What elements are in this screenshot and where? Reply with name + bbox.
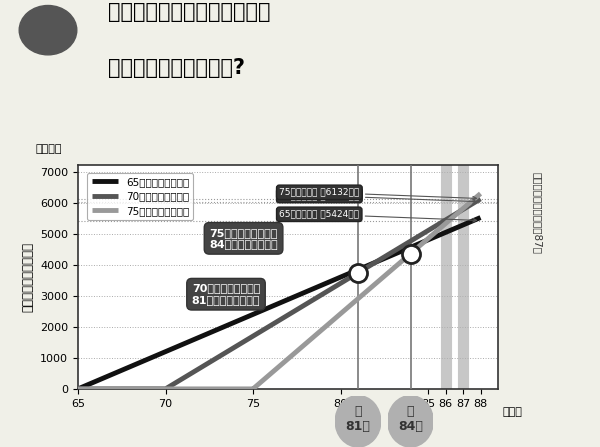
75才から受給した人 [74,386,82,392]
Line: 70才から受給した人: 70才から受給した人 [78,199,481,389]
70才から受給した人 [391,248,398,253]
Text: 75才受給開始の人は
84才以上生きたら得: 75才受給開始の人は 84才以上生きたら得 [209,228,278,249]
Text: 日本人女性の平均寿命87才: 日本人女性の平均寿命87才 [532,172,542,254]
65才から受給した人 [95,377,102,383]
Line: 75才から受給した人: 75才から受給した人 [78,194,481,389]
Text: 約
81才: 約 81才 [346,405,370,433]
Text: 75才受給の人 約6132万円: 75才受給の人 約6132万円 [279,188,476,200]
65才から受給した人 [465,220,472,225]
70才から受給した人 [95,386,102,392]
Ellipse shape [388,396,433,447]
70才から受給した人 [465,203,472,209]
75才から受給した人 [465,201,472,207]
Text: 何才以上生きたらお得?: 何才以上生きたらお得? [108,58,245,78]
65才から受給した人 [465,220,472,225]
70才から受給した人 [259,327,266,333]
70才から受給した人 [74,386,82,392]
Circle shape [19,5,77,55]
70才から受給した人 [270,321,277,326]
Line: 65才から受給した人: 65才から受給した人 [78,218,481,389]
Legend: 65才から受給した人, 70才から受給した人, 75才から受給した人: 65才から受給した人, 70才から受給した人, 75才から受給した人 [88,173,193,220]
Text: グラフ: グラフ [41,17,55,25]
65才から受給した人 [477,215,484,220]
Text: （万円）: （万円） [36,144,62,154]
Text: 65才受給の人 約5424万円: 65才受給の人 約5424万円 [279,210,476,222]
Ellipse shape [335,396,381,447]
75才から受給した人 [270,368,277,374]
70才から受給した人 [477,196,484,202]
75才から受給した人 [95,386,102,392]
75才から受給した人 [477,191,484,196]
65才から受給した人 [391,251,398,257]
75才から受給した人 [259,378,266,383]
75才から受給した人 [391,264,398,270]
Y-axis label: 夫婦の年金の総受給額: 夫婦の年金の総受給額 [22,242,35,312]
Text: 70才受給の人 約6028万円: 70才受給の人 約6028万円 [279,191,476,203]
Text: （才）: （才） [502,407,522,417]
65才から受給した人 [74,386,82,392]
65才から受給した人 [270,303,277,308]
75才から受給した人 [465,201,472,206]
Text: 70才受給開始の人は
81才以上生きたら得: 70才受給開始の人は 81才以上生きたら得 [192,283,260,305]
Text: 受給開始年齢「繰り下げ」は: 受給開始年齢「繰り下げ」は [108,2,271,22]
Text: 2: 2 [43,33,53,46]
70才から受給した人 [465,203,472,209]
65才から受給した人 [259,308,266,313]
Text: 約
84才: 約 84才 [398,405,423,433]
